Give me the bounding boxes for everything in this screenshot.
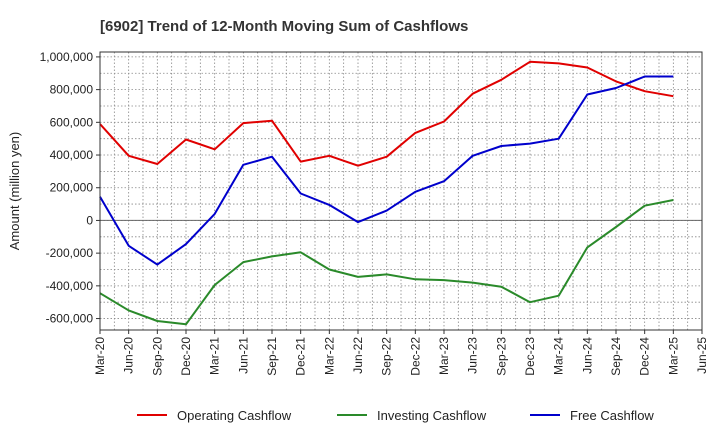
- legend-label-investing-cashflow: Investing Cashflow: [377, 408, 487, 423]
- x-tick-label: Jun-23: [466, 337, 480, 374]
- x-axis-ticks: Mar-20 Jun-20 Sep-20 Dec-20 Mar-21 Jun-21 Sep-…: [93, 330, 709, 376]
- x-tick-label: Mar-24: [552, 337, 566, 375]
- x-tick-label: Jun-21: [236, 337, 250, 374]
- y-tick-label: -400,000: [46, 279, 94, 293]
- x-tick-label: Mar-25: [666, 337, 680, 375]
- x-tick-label: Dec-23: [523, 337, 537, 376]
- x-tick-label: Dec-20: [179, 337, 193, 376]
- series-line-investing-cashflow: [99, 199, 674, 326]
- y-tick-label: 800,000: [50, 83, 94, 97]
- y-tick-label: 200,000: [50, 181, 94, 195]
- y-tick-label: 600,000: [50, 115, 94, 129]
- grid: [99, 52, 703, 330]
- chart-title: [6902] Trend of 12-Month Moving Sum of C…: [100, 18, 468, 35]
- y-tick-label: 0: [86, 213, 93, 227]
- x-tick-label: Sep-21: [265, 337, 279, 376]
- legend: Operating Cashflow Investing Cashflow Free…: [137, 408, 654, 423]
- y-tick-label: 1,000,000: [40, 50, 94, 64]
- y-axis-label: Amount (million yen): [7, 132, 22, 251]
- x-tick-label: Jun-20: [122, 337, 136, 374]
- series-line-operating-cashflow: [99, 60, 674, 167]
- y-axis-ticks: -600,000 -400,000 -200,000 0 200,000 400,000 6…: [40, 50, 100, 326]
- x-tick-label: Sep-23: [494, 337, 508, 376]
- x-tick-label: Sep-24: [609, 337, 623, 376]
- plot-frame: [99, 51, 703, 331]
- y-tick-label: -600,000: [46, 312, 94, 326]
- x-tick-label: Dec-22: [408, 337, 422, 376]
- series-line-free-cashflow: [99, 75, 674, 266]
- axes: [99, 51, 703, 331]
- x-tick-label: Jun-22: [351, 337, 365, 374]
- legend-label-operating-cashflow: Operating Cashflow: [177, 408, 292, 423]
- x-tick-label: Sep-22: [380, 337, 394, 376]
- x-tick-label: Mar-20: [93, 337, 107, 375]
- y-tick-label: 400,000: [50, 148, 94, 162]
- x-tick-label: Mar-21: [208, 337, 222, 375]
- x-tick-label: Sep-20: [150, 337, 164, 376]
- legend-label-free-cashflow: Free Cashflow: [570, 408, 654, 423]
- x-tick-label: Dec-24: [638, 337, 652, 376]
- x-tick-label: Jun-24: [580, 337, 594, 374]
- x-tick-label: Dec-21: [294, 337, 308, 376]
- x-tick-label: Mar-23: [437, 337, 451, 375]
- series-group: [99, 60, 674, 326]
- plot-area: [100, 52, 702, 330]
- plot-background: [100, 52, 702, 330]
- y-tick-label: -200,000: [46, 246, 94, 260]
- x-tick-label: Jun-25: [695, 337, 709, 374]
- x-tick-label: Mar-22: [322, 337, 336, 375]
